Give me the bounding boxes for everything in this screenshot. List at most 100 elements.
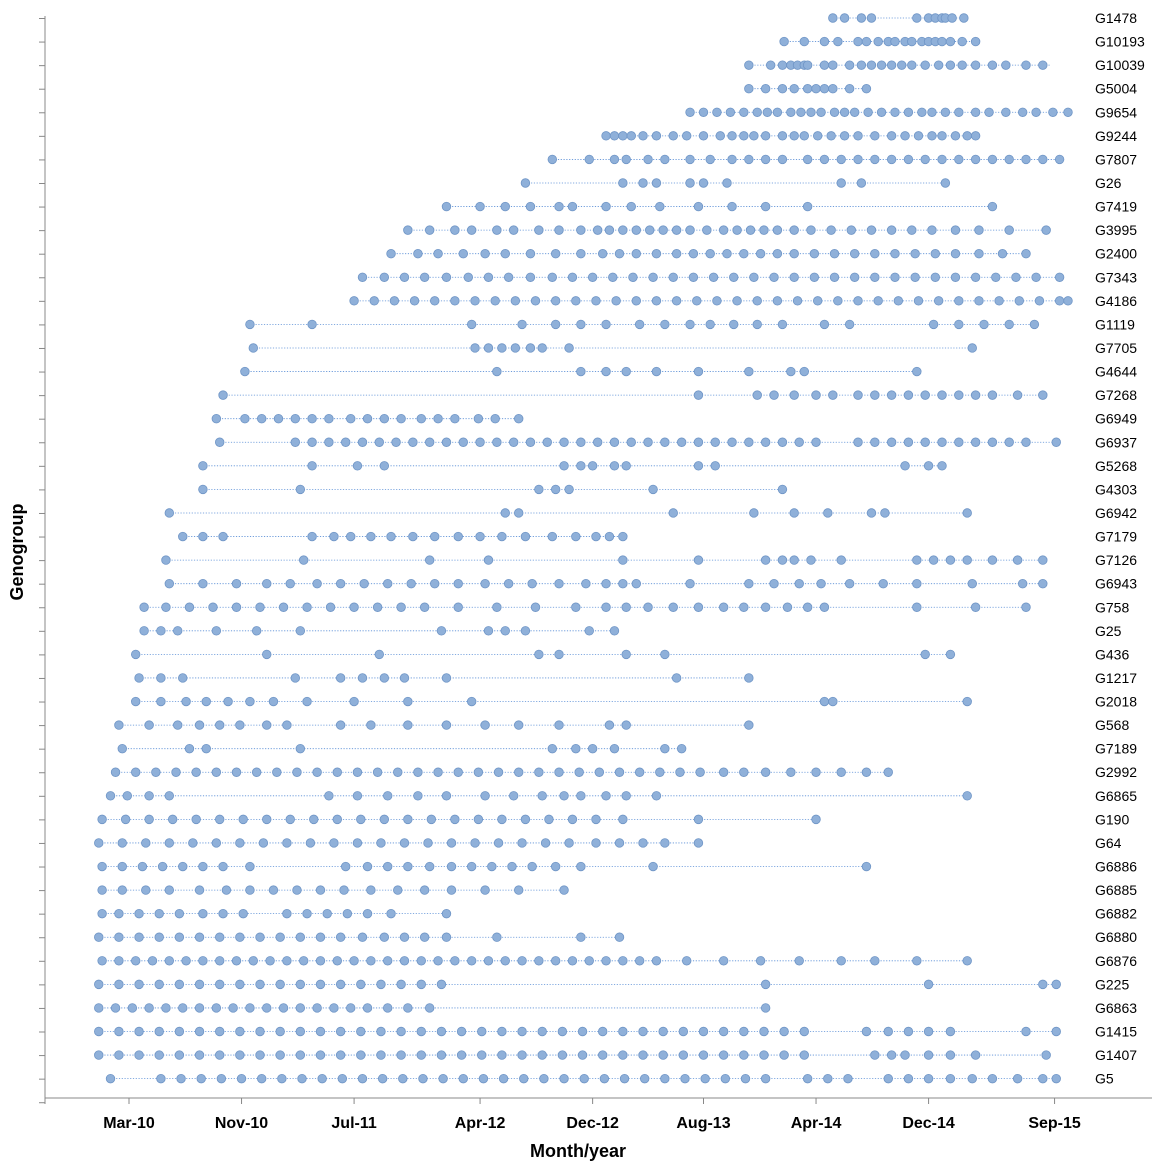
data-point [295, 743, 306, 754]
data-point [621, 154, 631, 165]
data-point [739, 1026, 749, 1037]
series-row-g5268 [198, 461, 947, 471]
data-point [181, 956, 191, 966]
data-point [945, 649, 956, 660]
data-point [849, 272, 860, 282]
data-point [777, 319, 788, 330]
data-point [789, 225, 799, 235]
data-point [604, 225, 615, 235]
data-point [564, 484, 574, 495]
data-point [779, 1026, 789, 1037]
data-point [705, 154, 715, 165]
data-point [1051, 437, 1061, 447]
data-point [727, 154, 737, 165]
data-point [194, 1050, 205, 1060]
data-point [441, 720, 452, 730]
data-point [849, 107, 860, 117]
data-point [174, 979, 185, 990]
data-point [671, 673, 682, 683]
data-point [826, 131, 836, 141]
series-row-g1217 [134, 673, 754, 683]
data-point [813, 131, 823, 141]
data-point [828, 696, 838, 707]
data-point [497, 531, 507, 542]
data-point [772, 248, 783, 259]
data-point [403, 1003, 413, 1013]
data-point [1004, 319, 1014, 330]
data-point [828, 13, 838, 23]
genogroup-label: G568 [1095, 717, 1129, 733]
data-point [114, 908, 124, 919]
data-point [760, 131, 771, 141]
data-point [255, 1026, 265, 1037]
data-point [886, 131, 897, 141]
data-point [231, 767, 242, 777]
data-point [769, 390, 779, 400]
data-point [970, 154, 981, 165]
data-point [752, 319, 762, 330]
data-point [651, 296, 662, 306]
data-point [550, 319, 561, 330]
data-point [698, 1050, 709, 1060]
genogroup-label: G758 [1095, 599, 1129, 615]
data-point [493, 767, 504, 777]
genogroup-label: G6886 [1095, 859, 1137, 875]
data-point [396, 1026, 406, 1037]
data-point [458, 437, 468, 447]
data-point [974, 248, 984, 259]
data-point [974, 296, 984, 306]
data-point [660, 649, 670, 660]
data-point [702, 225, 712, 235]
data-point [856, 13, 867, 23]
genogroup-label: G9244 [1095, 128, 1137, 144]
data-point [802, 1073, 813, 1084]
data-point [979, 319, 989, 330]
x-tick-label: Mar-10 [103, 1115, 155, 1132]
data-point [120, 814, 131, 825]
x-tick-label: Apr-12 [455, 1115, 506, 1132]
data-point [1029, 319, 1040, 330]
data-point [534, 767, 544, 777]
data-point [419, 932, 430, 942]
data-point [571, 531, 581, 542]
data-point [530, 296, 541, 306]
data-point [866, 60, 877, 70]
data-point [693, 201, 704, 212]
x-tick-label: Dec-14 [902, 1115, 955, 1132]
data-point [685, 178, 695, 188]
data-point [514, 767, 524, 777]
data-point [473, 413, 484, 424]
data-point [816, 578, 826, 589]
data-point [441, 791, 452, 801]
x-tick-label: Apr-14 [791, 1115, 842, 1132]
data-point [483, 626, 494, 636]
data-point [403, 696, 413, 707]
data-point [962, 791, 972, 801]
data-point [117, 885, 127, 895]
data-point [134, 1050, 144, 1060]
data-point [1038, 578, 1048, 589]
data-point [576, 225, 586, 235]
data-point [416, 979, 426, 990]
data-point [571, 296, 581, 306]
data-point [248, 343, 258, 353]
data-point [1001, 60, 1011, 70]
data-point [235, 1026, 245, 1037]
genogroup-label: G6943 [1095, 576, 1137, 592]
data-point [799, 131, 809, 141]
data-point [503, 272, 514, 282]
data-point [156, 696, 166, 707]
data-point [806, 107, 816, 117]
data-point [796, 107, 806, 117]
data-point [517, 838, 527, 848]
data-point [621, 366, 631, 377]
data-point [492, 225, 502, 235]
data-point [678, 1050, 689, 1060]
series-row-g4644 [240, 366, 922, 377]
data-point [295, 626, 306, 636]
data-point [618, 178, 628, 188]
data-point [357, 673, 368, 683]
data-point [167, 814, 178, 825]
data-point [591, 296, 601, 306]
data-point [161, 602, 171, 612]
